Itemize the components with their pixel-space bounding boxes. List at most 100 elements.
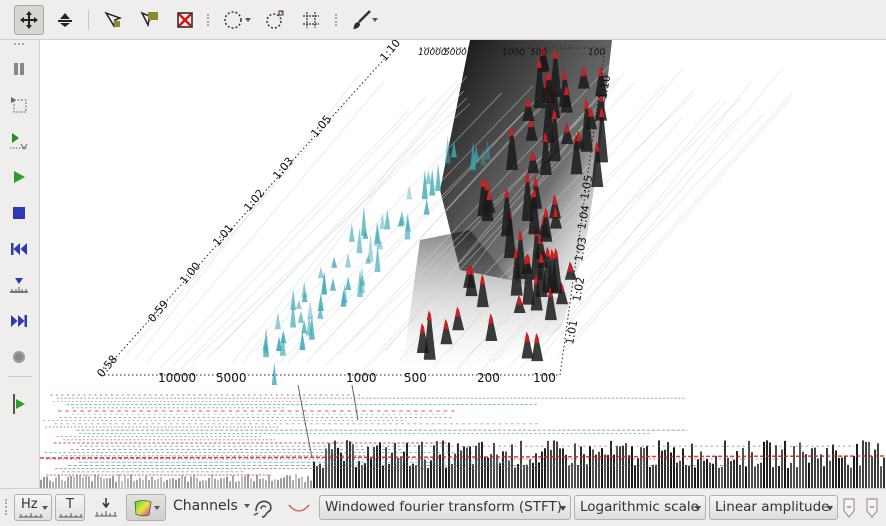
strip-column: [745, 466, 747, 488]
low-peak: [321, 270, 328, 295]
select-point-button[interactable]: [98, 5, 128, 35]
low-peak: [290, 299, 297, 328]
scale-select[interactable]: Logarithmic scale: [574, 495, 706, 520]
strip-column: [124, 475, 126, 488]
strip-column: [244, 476, 246, 488]
grid-tool-button[interactable]: [296, 5, 326, 35]
chevron-down-icon[interactable]: [372, 18, 378, 22]
left-toolbar: [0, 40, 40, 488]
strip-column: [91, 481, 93, 488]
strip-column: [481, 441, 483, 488]
rewind-button[interactable]: [5, 235, 33, 263]
strip-column: [643, 447, 645, 488]
high-peak: [531, 187, 537, 198]
high-peak: [517, 230, 523, 241]
peak-base: [531, 333, 544, 362]
hz-scale-button[interactable]: Hz: [14, 494, 52, 521]
strip-column: [547, 440, 549, 488]
strip-column: [877, 443, 879, 488]
strip-column: [205, 480, 207, 488]
strip-column: [661, 450, 663, 488]
rotate-tool-button[interactable]: [260, 5, 290, 35]
low-peak: [280, 330, 287, 344]
strip-column: [67, 476, 69, 488]
strip-column: [760, 462, 762, 488]
strip-column: [589, 445, 591, 488]
follow-play-button[interactable]: [5, 390, 33, 418]
low-peak: [317, 292, 324, 312]
transform-select[interactable]: Windowed fourier transform (STFT): [319, 495, 571, 520]
peak-base: [452, 306, 465, 331]
ellipse-tool-button[interactable]: [218, 5, 248, 35]
strip-column: [373, 447, 375, 488]
brush-tool-button[interactable]: [346, 5, 376, 35]
spectrogram-3d-plot[interactable]: 0:580:591:001:011:021:031:051:10 10000 50…: [40, 40, 886, 488]
playback-marker[interactable]: [297, 384, 313, 459]
chevron-down-icon[interactable]: [245, 18, 251, 22]
strip-column: [787, 467, 789, 488]
color-palette-icon: [134, 500, 152, 517]
stop-button[interactable]: [5, 199, 33, 227]
move-tool-button[interactable]: [14, 5, 44, 35]
record-icon: [13, 351, 25, 363]
strip-column: [160, 477, 162, 488]
low-peak: [450, 140, 457, 158]
strip-column: [757, 463, 759, 488]
strip-column: [862, 440, 864, 488]
high-peak: [516, 294, 522, 305]
low-peak: [317, 266, 324, 279]
volume-slider-left[interactable]: [841, 496, 857, 520]
channels-dropdown[interactable]: Channels: [173, 498, 251, 514]
strip-fundamental: [40, 455, 886, 459]
pause-icon: [14, 63, 24, 75]
strip-column: [709, 462, 711, 488]
color-map-button[interactable]: [126, 494, 166, 521]
select-comment-button[interactable]: [134, 5, 164, 35]
strip-column: [526, 464, 528, 488]
strip-column: [322, 467, 324, 488]
spectral-ridge: [134, 74, 360, 361]
high-peak: [480, 177, 486, 188]
spectrogram-view[interactable]: 0:58 0:59 1:00 1:01 1:02 1:03 1:05 1:10 10000 50…: [40, 40, 886, 488]
amplitude-select[interactable]: Linear amplitude: [709, 495, 838, 520]
record-button[interactable]: [5, 343, 33, 371]
strip-column: [466, 447, 468, 488]
amplitude-button[interactable]: [93, 497, 119, 519]
time-axis: [99, 57, 386, 376]
fast-forward-button[interactable]: [5, 307, 33, 335]
strip-column: [418, 445, 420, 488]
marker-button[interactable]: [5, 271, 33, 299]
spectral-ridge: [314, 85, 562, 354]
zoom-tool-button[interactable]: [50, 5, 80, 35]
delete-button[interactable]: [170, 5, 200, 35]
peak-base: [539, 131, 552, 175]
time-scale-button[interactable]: T: [55, 494, 85, 521]
low-peak: [406, 185, 413, 200]
chevron-down-icon: [154, 506, 160, 510]
spectral-ridge: [337, 65, 610, 355]
frequency-tick-label: 1000: [346, 371, 377, 385]
strip-column: [196, 477, 198, 488]
strip-column: [310, 480, 312, 488]
low-peak: [356, 227, 363, 254]
strip-column: [793, 446, 795, 488]
strip-column: [247, 474, 249, 488]
high-peak: [525, 96, 531, 107]
strip-column: [46, 476, 48, 488]
strip-column: [457, 443, 459, 488]
strip-column: [673, 447, 675, 488]
pause-button[interactable]: [5, 55, 33, 83]
select-region-button[interactable]: [5, 91, 33, 119]
strip-column: [217, 480, 219, 488]
peak-base: [549, 48, 562, 97]
selection-marker[interactable]: [351, 384, 359, 421]
strip-column: [163, 481, 165, 488]
volume-slider-right[interactable]: [864, 496, 880, 520]
play-selection-button[interactable]: [5, 127, 33, 155]
ear-button[interactable]: [252, 497, 276, 519]
strip-column: [61, 479, 63, 488]
high-peak: [426, 310, 432, 321]
smoothing-button[interactable]: [287, 499, 311, 517]
play-button[interactable]: [5, 163, 33, 191]
high-peak: [547, 286, 553, 297]
